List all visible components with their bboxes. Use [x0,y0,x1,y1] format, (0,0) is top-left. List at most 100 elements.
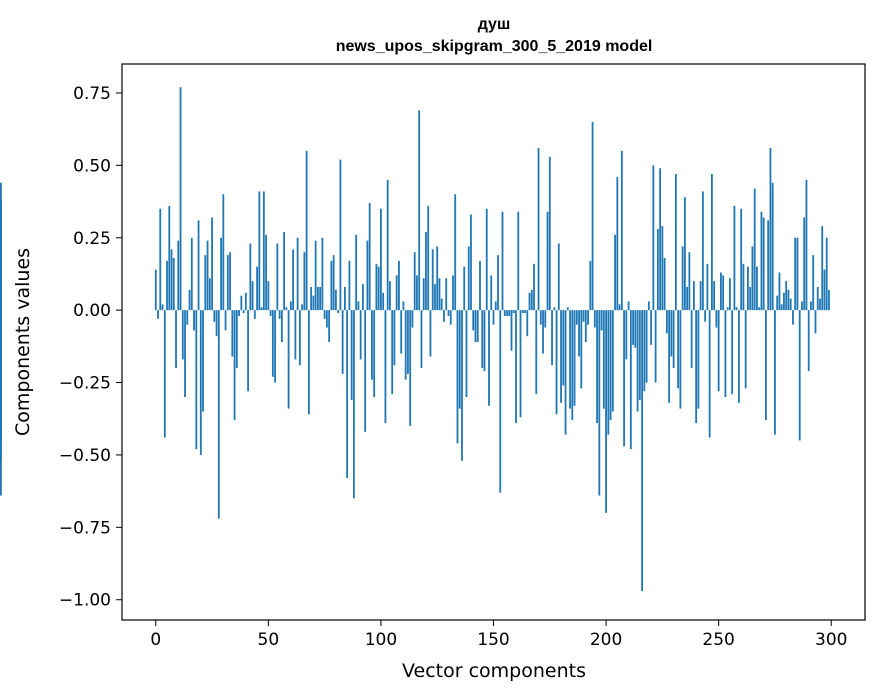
bar [350,310,353,400]
bar [231,310,234,357]
bar [438,278,441,311]
bar [753,188,756,311]
bar [814,310,817,334]
bar [762,217,765,311]
plot-area-frame [121,63,866,621]
bar [199,310,202,455]
bar [542,310,544,354]
bar [172,258,175,311]
bar [163,310,166,438]
bar [298,310,301,366]
bar [620,150,623,311]
bar [314,240,317,311]
bar [362,284,364,311]
bar [665,310,668,334]
bar [783,292,785,311]
bar [179,87,182,311]
bar [373,310,376,398]
bar [560,310,562,403]
bar [589,260,592,311]
bar [271,310,274,377]
bar [267,281,270,311]
bar [422,278,425,311]
bar [767,220,770,311]
bar [364,310,367,432]
bar [357,301,360,311]
bar [195,310,198,450]
bar [220,237,222,311]
bar [321,237,324,311]
bar [377,266,380,311]
bar [404,310,407,380]
bar [677,310,680,389]
bar [510,310,513,351]
bar [260,307,263,311]
bar [641,310,643,592]
bar [188,289,191,311]
x-tick-label: 150 [477,630,509,650]
bar [204,255,207,311]
bar [334,289,337,311]
bar [328,310,331,342]
x-axis-label: Vector components [402,660,586,682]
bar [792,310,794,325]
y-tick-label: −1.00 [59,591,111,611]
bar [609,310,612,421]
bar [555,310,558,415]
bar [706,263,709,311]
bar [697,310,700,409]
bar [208,278,211,311]
chart-title-line1: душ [478,16,511,33]
bar [238,310,240,316]
bar [413,252,416,311]
bar [537,147,540,311]
bar [699,281,702,311]
bar [249,243,252,311]
y-axis-ticks: 0.75 0.50 0.25 0.00 −0.25 −0.50 −0.75 −1.00 [59,84,122,611]
bar [695,310,698,424]
y-tick-label: −0.25 [59,374,111,394]
bar [233,310,236,421]
bar [629,310,632,450]
bar [747,266,749,311]
bar [332,255,335,311]
bar [348,260,351,311]
bar [643,310,646,392]
bar [794,237,797,311]
bar [175,310,177,369]
bar [803,217,806,311]
bar [760,211,763,311]
bar [650,310,653,345]
bar [253,310,256,319]
bar [278,310,281,319]
bar [548,156,551,311]
bar [470,214,472,311]
bar [258,191,261,311]
bar [600,310,603,331]
bar [490,275,493,311]
bar [553,307,556,311]
bar [289,301,292,311]
bar [647,301,650,311]
bar [573,310,576,406]
bar [226,255,229,311]
bar [211,217,213,311]
bar [571,310,574,421]
bar [492,310,495,325]
bar [418,110,421,311]
bar [623,310,625,447]
bar [445,278,448,311]
bar [668,310,671,403]
bar [578,310,580,357]
bar [170,249,173,311]
x-tick-label: 200 [590,630,622,650]
bar [674,174,677,311]
bar [323,310,326,319]
bar [708,310,711,438]
bar [197,220,200,311]
bar [711,174,713,311]
bar [391,310,394,395]
bar [488,310,490,406]
bar [154,269,157,311]
bar [256,266,258,311]
